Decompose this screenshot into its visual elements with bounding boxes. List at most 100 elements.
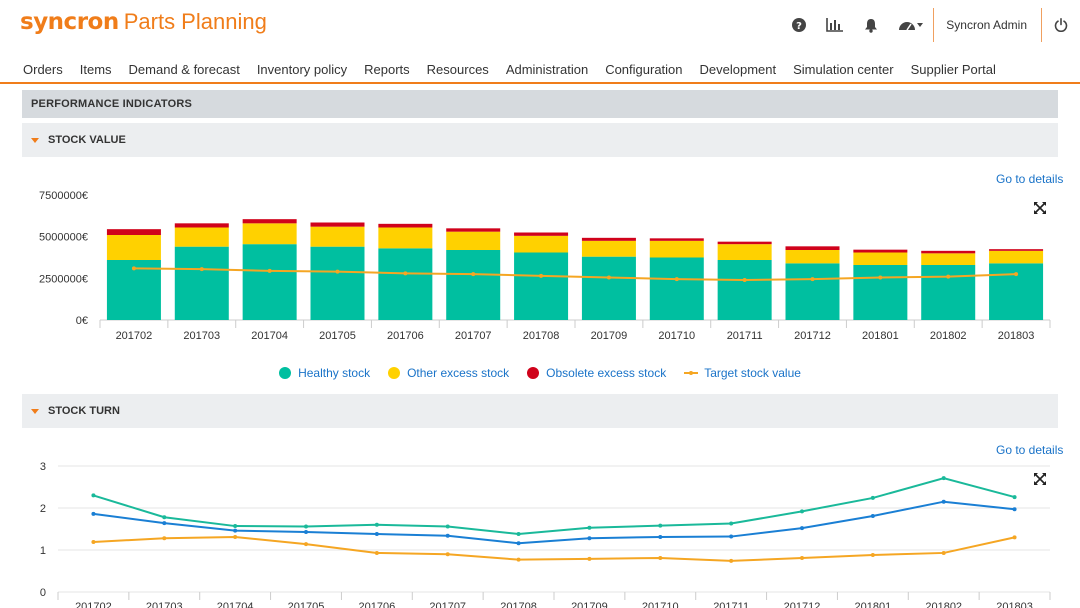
stock-turn-point bbox=[587, 525, 592, 530]
y-tick-label: 2500000€ bbox=[39, 273, 88, 285]
legend-obsolete-excess-stock[interactable]: Obsolete excess stock bbox=[527, 366, 666, 380]
stock-turn-point bbox=[941, 550, 946, 555]
bar-obsolete-excess-stock bbox=[785, 246, 840, 250]
bar-obsolete-excess-stock bbox=[649, 238, 704, 241]
x-tick-label: 201706 bbox=[358, 601, 395, 608]
bar-healthy-stock bbox=[581, 256, 636, 320]
bar-other-excess-stock bbox=[853, 252, 908, 265]
menu-supplier-portal[interactable]: Supplier Portal bbox=[910, 61, 996, 77]
legend-target-stock-value[interactable]: Target stock value bbox=[684, 366, 801, 380]
stock-turn-point bbox=[445, 524, 450, 529]
menu-reports[interactable]: Reports bbox=[364, 61, 410, 77]
target-point bbox=[403, 271, 408, 276]
app-logo[interactable]: syncron Parts Planning bbox=[20, 9, 267, 35]
bar-obsolete-excess-stock bbox=[514, 232, 569, 236]
bell-icon[interactable] bbox=[853, 0, 889, 50]
collapse-caret-icon[interactable] bbox=[31, 408, 39, 414]
stock-turn-point bbox=[587, 556, 592, 561]
bar-obsolete-excess-stock bbox=[106, 229, 161, 235]
y-tick-label: 5000000€ bbox=[39, 232, 88, 244]
expand-icon[interactable] bbox=[1033, 472, 1047, 486]
target-point bbox=[1014, 272, 1019, 277]
stock-turn-point bbox=[870, 553, 875, 558]
menu-configuration[interactable]: Configuration bbox=[605, 61, 683, 77]
bar-obsolete-excess-stock bbox=[921, 250, 976, 254]
stock-turn-point bbox=[233, 528, 238, 533]
stock-turn-point bbox=[374, 522, 379, 527]
bar-healthy-stock bbox=[853, 265, 908, 320]
stock-turn-point bbox=[91, 511, 96, 516]
collapse-caret-icon[interactable] bbox=[31, 137, 39, 143]
bar-obsolete-excess-stock bbox=[174, 223, 229, 228]
bar-other-excess-stock bbox=[785, 250, 840, 264]
stock-value-header[interactable]: STOCK VALUE bbox=[22, 123, 1058, 157]
stock-turn-point bbox=[162, 515, 167, 520]
stock-turn-details-link[interactable]: Go to details bbox=[996, 443, 1064, 457]
bar-obsolete-excess-stock bbox=[581, 237, 636, 241]
legend-healthy-stock[interactable]: Healthy stock bbox=[279, 366, 370, 380]
stock-turn-header[interactable]: STOCK TURN bbox=[22, 394, 1058, 428]
x-tick-label: 201707 bbox=[455, 330, 492, 342]
stock-turn-point bbox=[233, 524, 238, 529]
x-tick-label: 201702 bbox=[75, 601, 112, 608]
stock-value-details-link[interactable]: Go to details bbox=[996, 172, 1064, 186]
bar-obsolete-excess-stock bbox=[378, 223, 433, 228]
bar-healthy-stock bbox=[310, 246, 365, 320]
menu-administration[interactable]: Administration bbox=[505, 61, 589, 77]
expand-icon[interactable] bbox=[1033, 201, 1047, 215]
x-tick-label: 201712 bbox=[784, 601, 821, 608]
bar-obsolete-excess-stock bbox=[853, 249, 908, 253]
menu-development[interactable]: Development bbox=[699, 61, 777, 77]
stock-turn-point bbox=[658, 534, 663, 539]
bar-healthy-stock bbox=[785, 263, 840, 320]
target-point bbox=[606, 275, 611, 280]
stock-turn-point bbox=[445, 552, 450, 557]
stock-turn-point bbox=[304, 542, 308, 547]
dashboard-icon[interactable] bbox=[889, 0, 933, 50]
power-icon[interactable] bbox=[1042, 0, 1080, 50]
logo-product-name: Parts Planning bbox=[123, 9, 267, 34]
stock-turn-point bbox=[1012, 495, 1017, 500]
bar-chart-icon[interactable] bbox=[817, 0, 853, 50]
menu-inventory-policy[interactable]: Inventory policy bbox=[256, 61, 348, 77]
x-tick-label: 201702 bbox=[116, 330, 153, 342]
legend-label: Healthy stock bbox=[298, 366, 371, 380]
x-tick-label: 201703 bbox=[146, 601, 183, 608]
target-point bbox=[199, 267, 204, 272]
target-point bbox=[335, 269, 340, 274]
bar-healthy-stock bbox=[446, 250, 501, 320]
target-point bbox=[742, 278, 747, 282]
bar-healthy-stock bbox=[378, 248, 433, 320]
legend-dot bbox=[279, 367, 292, 379]
stock-turn-point bbox=[233, 534, 238, 539]
logo-brand: syncron bbox=[20, 9, 119, 35]
stock-turn-line-green bbox=[93, 477, 1015, 536]
help-icon[interactable]: ? bbox=[781, 0, 817, 50]
stock-turn-point bbox=[374, 550, 379, 555]
bar-other-excess-stock bbox=[989, 250, 1044, 264]
menu-resources[interactable]: Resources bbox=[426, 61, 489, 77]
bar-other-excess-stock bbox=[378, 227, 433, 249]
x-tick-label: 201704 bbox=[217, 601, 254, 608]
menu-items[interactable]: Items bbox=[79, 61, 112, 77]
bar-other-excess-stock bbox=[581, 240, 636, 257]
bar-healthy-stock bbox=[649, 257, 704, 320]
stock-turn-point bbox=[445, 533, 450, 538]
stock-turn-point bbox=[1012, 535, 1017, 540]
x-tick-label: 201710 bbox=[658, 330, 695, 342]
stock-turn-point bbox=[870, 495, 875, 500]
stock-turn-point bbox=[516, 557, 521, 562]
stock-turn-point bbox=[304, 524, 308, 529]
separator bbox=[1041, 8, 1042, 42]
user-name[interactable]: Syncron Admin bbox=[946, 18, 1027, 32]
menu-simulation-center[interactable]: Simulation center bbox=[793, 61, 894, 77]
bar-healthy-stock bbox=[174, 246, 229, 320]
stock-turn-point bbox=[800, 555, 804, 560]
legend-other-excess-stock[interactable]: Other excess stock bbox=[388, 366, 509, 380]
section-title: PERFORMANCE INDICATORS bbox=[22, 90, 1058, 118]
menu-orders[interactable]: Orders bbox=[23, 61, 63, 77]
y-tick-label: 1 bbox=[40, 545, 46, 557]
menu-demand-forecast[interactable]: Demand & forecast bbox=[128, 61, 240, 77]
legend-dot bbox=[388, 367, 401, 379]
bar-healthy-stock bbox=[242, 244, 297, 320]
